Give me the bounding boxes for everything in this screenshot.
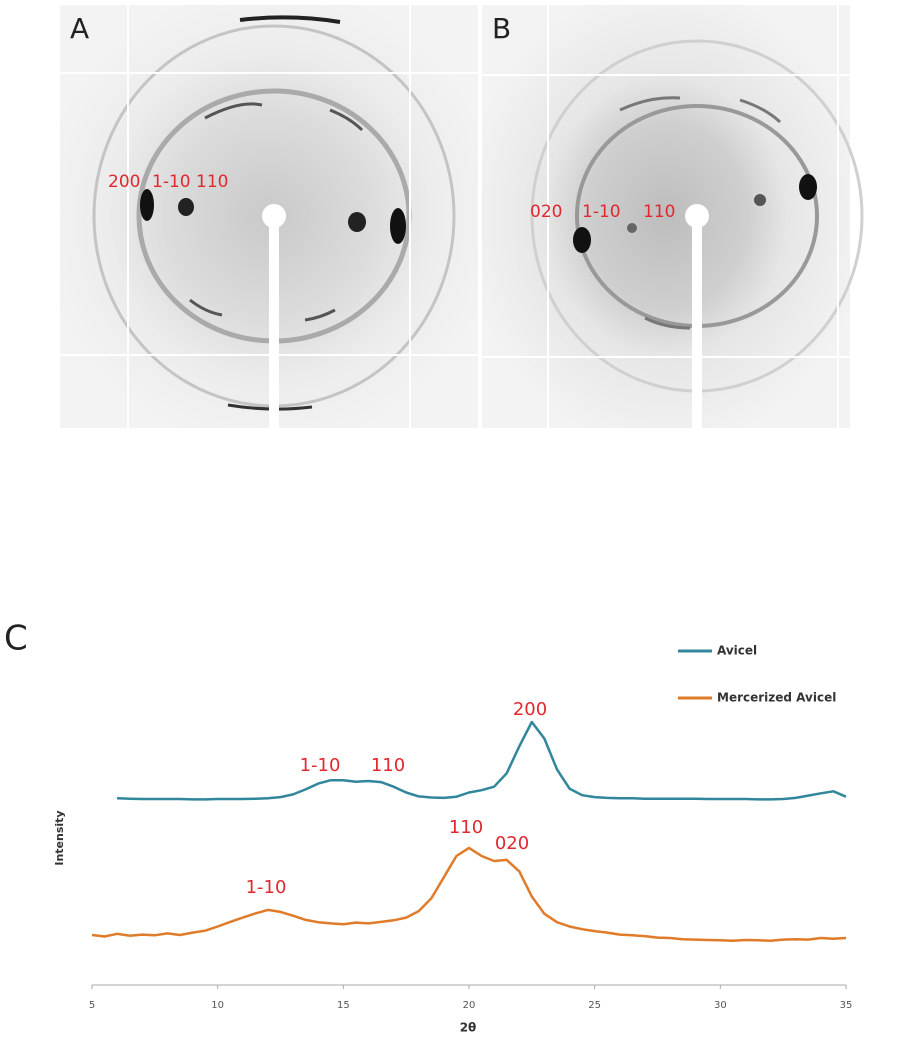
x-tick-label: 10	[211, 1000, 224, 1011]
legend-label: Avicel	[717, 644, 757, 658]
panel-label: C	[4, 619, 28, 659]
peak-annotation: 020	[495, 833, 529, 854]
data-line	[117, 720, 847, 801]
peak-annotation: 1-10	[246, 877, 287, 898]
panel-label: A	[70, 12, 89, 45]
reflection-label: 200	[108, 172, 140, 192]
legend-label: Mercerized Avicel	[717, 691, 836, 705]
panel-label: B	[492, 12, 511, 45]
reflection-label: 020	[530, 202, 562, 222]
diffraction-image-b: B 020 1-10 110	[482, 5, 864, 428]
peak-annotation: 1-10	[300, 755, 341, 776]
x-tick-label: 20	[463, 1000, 476, 1011]
reflection-label: 110	[643, 202, 675, 222]
reflection-label: 110	[196, 172, 228, 192]
x-tick-label: 5	[89, 1000, 95, 1011]
diffraction-image-a: A 200 1-10 110	[60, 5, 478, 428]
x-tick-label: 30	[714, 1000, 727, 1011]
x-tick-label: 35	[840, 1000, 853, 1011]
x-tick-label: 25	[588, 1000, 601, 1011]
peak-annotation: 110	[371, 755, 405, 776]
peak-annotation: 110	[449, 817, 483, 838]
x-tick-label: 15	[337, 1000, 350, 1011]
reflection-label: 1-10	[152, 172, 191, 192]
peak-annotation: 200	[513, 699, 547, 720]
y-axis-label: Intensity	[53, 810, 66, 865]
x-axis-label: 2θ	[460, 1021, 477, 1035]
reflection-label: 1-10	[582, 202, 621, 222]
data-line	[91, 846, 847, 942]
